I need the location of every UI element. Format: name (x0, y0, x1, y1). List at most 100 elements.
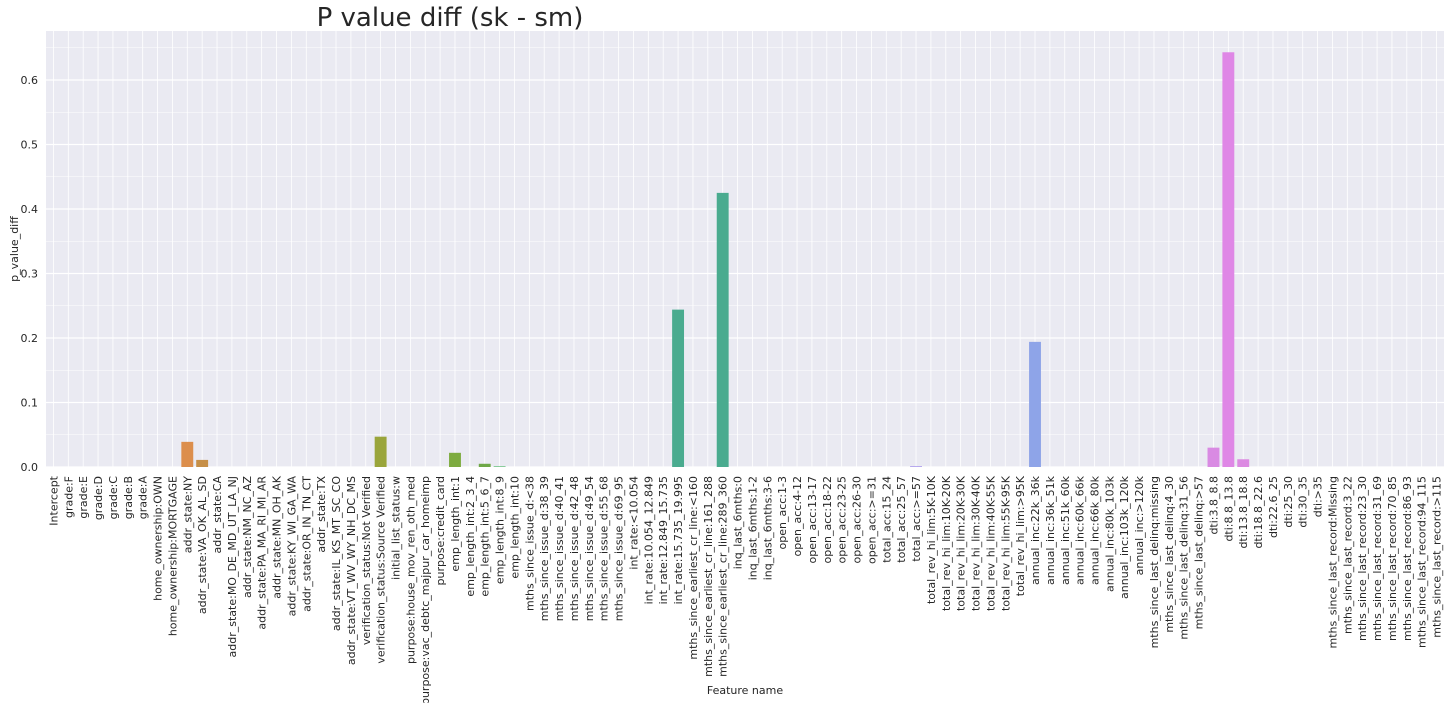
x-tick-label: emp_length_int:1 (449, 476, 462, 572)
x-tick-label: initial_list_status:w (390, 476, 403, 580)
x-tick-labels: Intercept grade:F grade:E grade:D grade:C gra… (47, 475, 1443, 703)
x-tick-label: emp_length_int:10 (508, 476, 521, 579)
x-tick-label: addr_state:CA (211, 476, 224, 554)
x-tick-label: open_acc:26-30 (851, 476, 864, 563)
x-tick-label: mths_since_last_record:94_115 (1416, 476, 1429, 648)
x-tick-label: dti:3.8_8.8 (1207, 476, 1220, 535)
x-tick-label: grade:D (92, 476, 105, 520)
x-tick-label: emp_length_int:5_6_7 (479, 476, 492, 597)
plot-background (46, 31, 1444, 467)
bars-group (181, 52, 1250, 467)
bar (196, 459, 209, 467)
x-tick-label: total_rev_hi_lim:>95K (1014, 475, 1027, 596)
x-tick-label: annual_inc:66k_80k (1089, 475, 1102, 585)
x-tick-label: int_rate:15.735_19.995 (672, 476, 685, 604)
bar (449, 452, 461, 467)
x-tick-label: purpose:house_mov_ren_oth_med (404, 476, 417, 664)
x-tick-label: grade:F (62, 476, 75, 518)
x-tick-label: addr_state:NM_NC_AZ (241, 476, 254, 598)
x-tick-label: mths_since_issue_d:55_68 (598, 476, 611, 621)
x-tick-label: total_rev_hi_lim:5K-10K (925, 475, 938, 604)
x-tick-label: addr_state:OR_IN_TN_CT (300, 476, 313, 612)
x-tick-label: annual_inc:80k_103k (1103, 475, 1116, 592)
x-tick-label: mths_since_issue_d:49_54 (583, 476, 596, 621)
bar (1237, 459, 1250, 467)
x-tick-label: addr_state:MO_DE_MD_UT_LA_NJ (226, 476, 239, 657)
x-tick-label: verification_status:Not Verified (360, 476, 373, 645)
x-tick-label: total_rev_hi_lim:10K-20K (940, 475, 953, 611)
x-tick-label: total_rev_hi_lim:40K-55K (984, 475, 997, 611)
x-tick-label: mths_since_last_record:31_69 (1371, 476, 1384, 641)
y-tick-label: 0.4 (21, 203, 39, 216)
bar (374, 436, 387, 467)
x-tick-label: inq_last_6mths:0 (732, 476, 745, 569)
x-tick-label: mths_since_last_delinq:>57 (1193, 476, 1206, 629)
bar (672, 309, 685, 467)
x-tick-label: dti:22.6_25 (1267, 476, 1280, 538)
x-tick-label: mths_since_issue_d:<38 (523, 476, 536, 611)
y-tick-label: 0.5 (21, 139, 39, 152)
x-tick-label: grade:A (137, 476, 150, 520)
x-tick-label: addr_state:TX (315, 476, 328, 553)
bar (478, 463, 491, 467)
x-tick-label: mths_since_last_record:23_30 (1356, 476, 1369, 641)
x-tick-label: open_acc:18-22 (821, 476, 834, 563)
y-tick-label: 0.2 (21, 332, 39, 345)
x-tick-label: annual_inc:36k_51k (1044, 475, 1057, 585)
x-tick-label: mths_since_earliest_cr_line:161_288 (702, 476, 715, 677)
x-tick-label: dti:8.8_13.8 (1222, 476, 1235, 542)
x-tick-label: addr_state:MN_OH_AK (271, 475, 284, 598)
bar (716, 192, 729, 467)
x-tick-label: mths_since_issue_d:42_48 (568, 476, 581, 621)
x-tick-label: mths_since_earliest_cr_line:289_360 (717, 476, 730, 677)
x-tick-label: grade:E (77, 476, 90, 519)
x-tick-label: grade:C (107, 476, 120, 520)
x-tick-label: total_rev_hi_lim:30K-40K (970, 475, 983, 611)
x-tick-label: open_acc:1-3 (776, 476, 789, 549)
chart-title: P value diff (sk - sm) (317, 3, 584, 33)
x-tick-label: open_acc:4-12 (791, 476, 804, 556)
x-tick-label: addr_state:NY (181, 476, 194, 554)
x-tick-label: annual_inc:60k_66k (1074, 475, 1087, 585)
x-tick-label: total_acc:>=57 (910, 476, 923, 562)
x-tick-label: dti:25_30 (1282, 476, 1295, 528)
x-tick-label: verification_status:Source Verified (375, 476, 388, 664)
x-tick-label: mths_since_last_record:86_93 (1401, 476, 1414, 641)
x-tick-label: home_ownership:MORTGAGE (166, 476, 179, 636)
x-tick-label: total_rev_hi_lim:55K-95K (999, 475, 1012, 611)
x-tick-label: inq_last_6mths:1-2 (746, 476, 759, 580)
y-tick-label: 0.0 (21, 461, 39, 474)
x-axis-label: Feature name (707, 684, 783, 697)
x-tick-label: addr_state:VA_OK_AL_SD (196, 476, 209, 614)
x-tick-label: emp_length_int:2_3_4 (464, 476, 477, 597)
x-tick-label: mths_since_last_record:Missing (1326, 476, 1339, 649)
x-tick-label: mths_since_issue_d:69_95 (613, 476, 626, 621)
bar (493, 466, 506, 467)
x-tick-label: addr_state:IL_KS_MT_SC_CO (330, 476, 343, 631)
x-tick-label: total_acc:15_24 (880, 476, 893, 563)
y-axis-label: p_value_diff (8, 216, 21, 282)
x-tick-label: mths_since_last_record:>115 (1431, 476, 1444, 638)
x-tick-label: annual_inc:22k_36k (1029, 475, 1042, 585)
x-tick-label: inq_last_6mths:3-6 (761, 476, 774, 580)
y-tick-label: 0.3 (21, 268, 39, 281)
x-tick-label: home_ownership:OWN (152, 476, 165, 601)
x-tick-label: emp_length_int:8_9 (494, 476, 507, 584)
bar (910, 466, 922, 467)
x-tick-label: int_rate:<10.054 (627, 476, 640, 570)
x-tick-label: open_acc:23-25 (836, 476, 849, 563)
y-tick-label: 0.6 (21, 74, 39, 87)
x-tick-label: mths_since_last_record:3_22 (1341, 476, 1354, 634)
x-tick-label: total_rev_hi_lim:20K-30K (955, 475, 968, 611)
x-tick-label: int_rate:12.849_15.735 (657, 476, 670, 604)
x-tick-label: addr_state:VT_WV_WY_NH_DC_MS (345, 476, 358, 665)
y-tick-label: 0.1 (21, 397, 39, 410)
x-tick-label: mths_since_earliest_cr_line:<160 (687, 476, 700, 660)
bar (1207, 447, 1220, 467)
x-tick-label: total_acc:25_57 (895, 476, 908, 563)
x-tick-label: dti:30_35 (1297, 476, 1310, 528)
x-tick-label: mths_since_issue_d:38_39 (538, 476, 551, 621)
y-tick-labels: 0.0 0.1 0.2 0.3 0.4 0.5 0.6 (21, 74, 39, 474)
bar (1222, 52, 1235, 467)
